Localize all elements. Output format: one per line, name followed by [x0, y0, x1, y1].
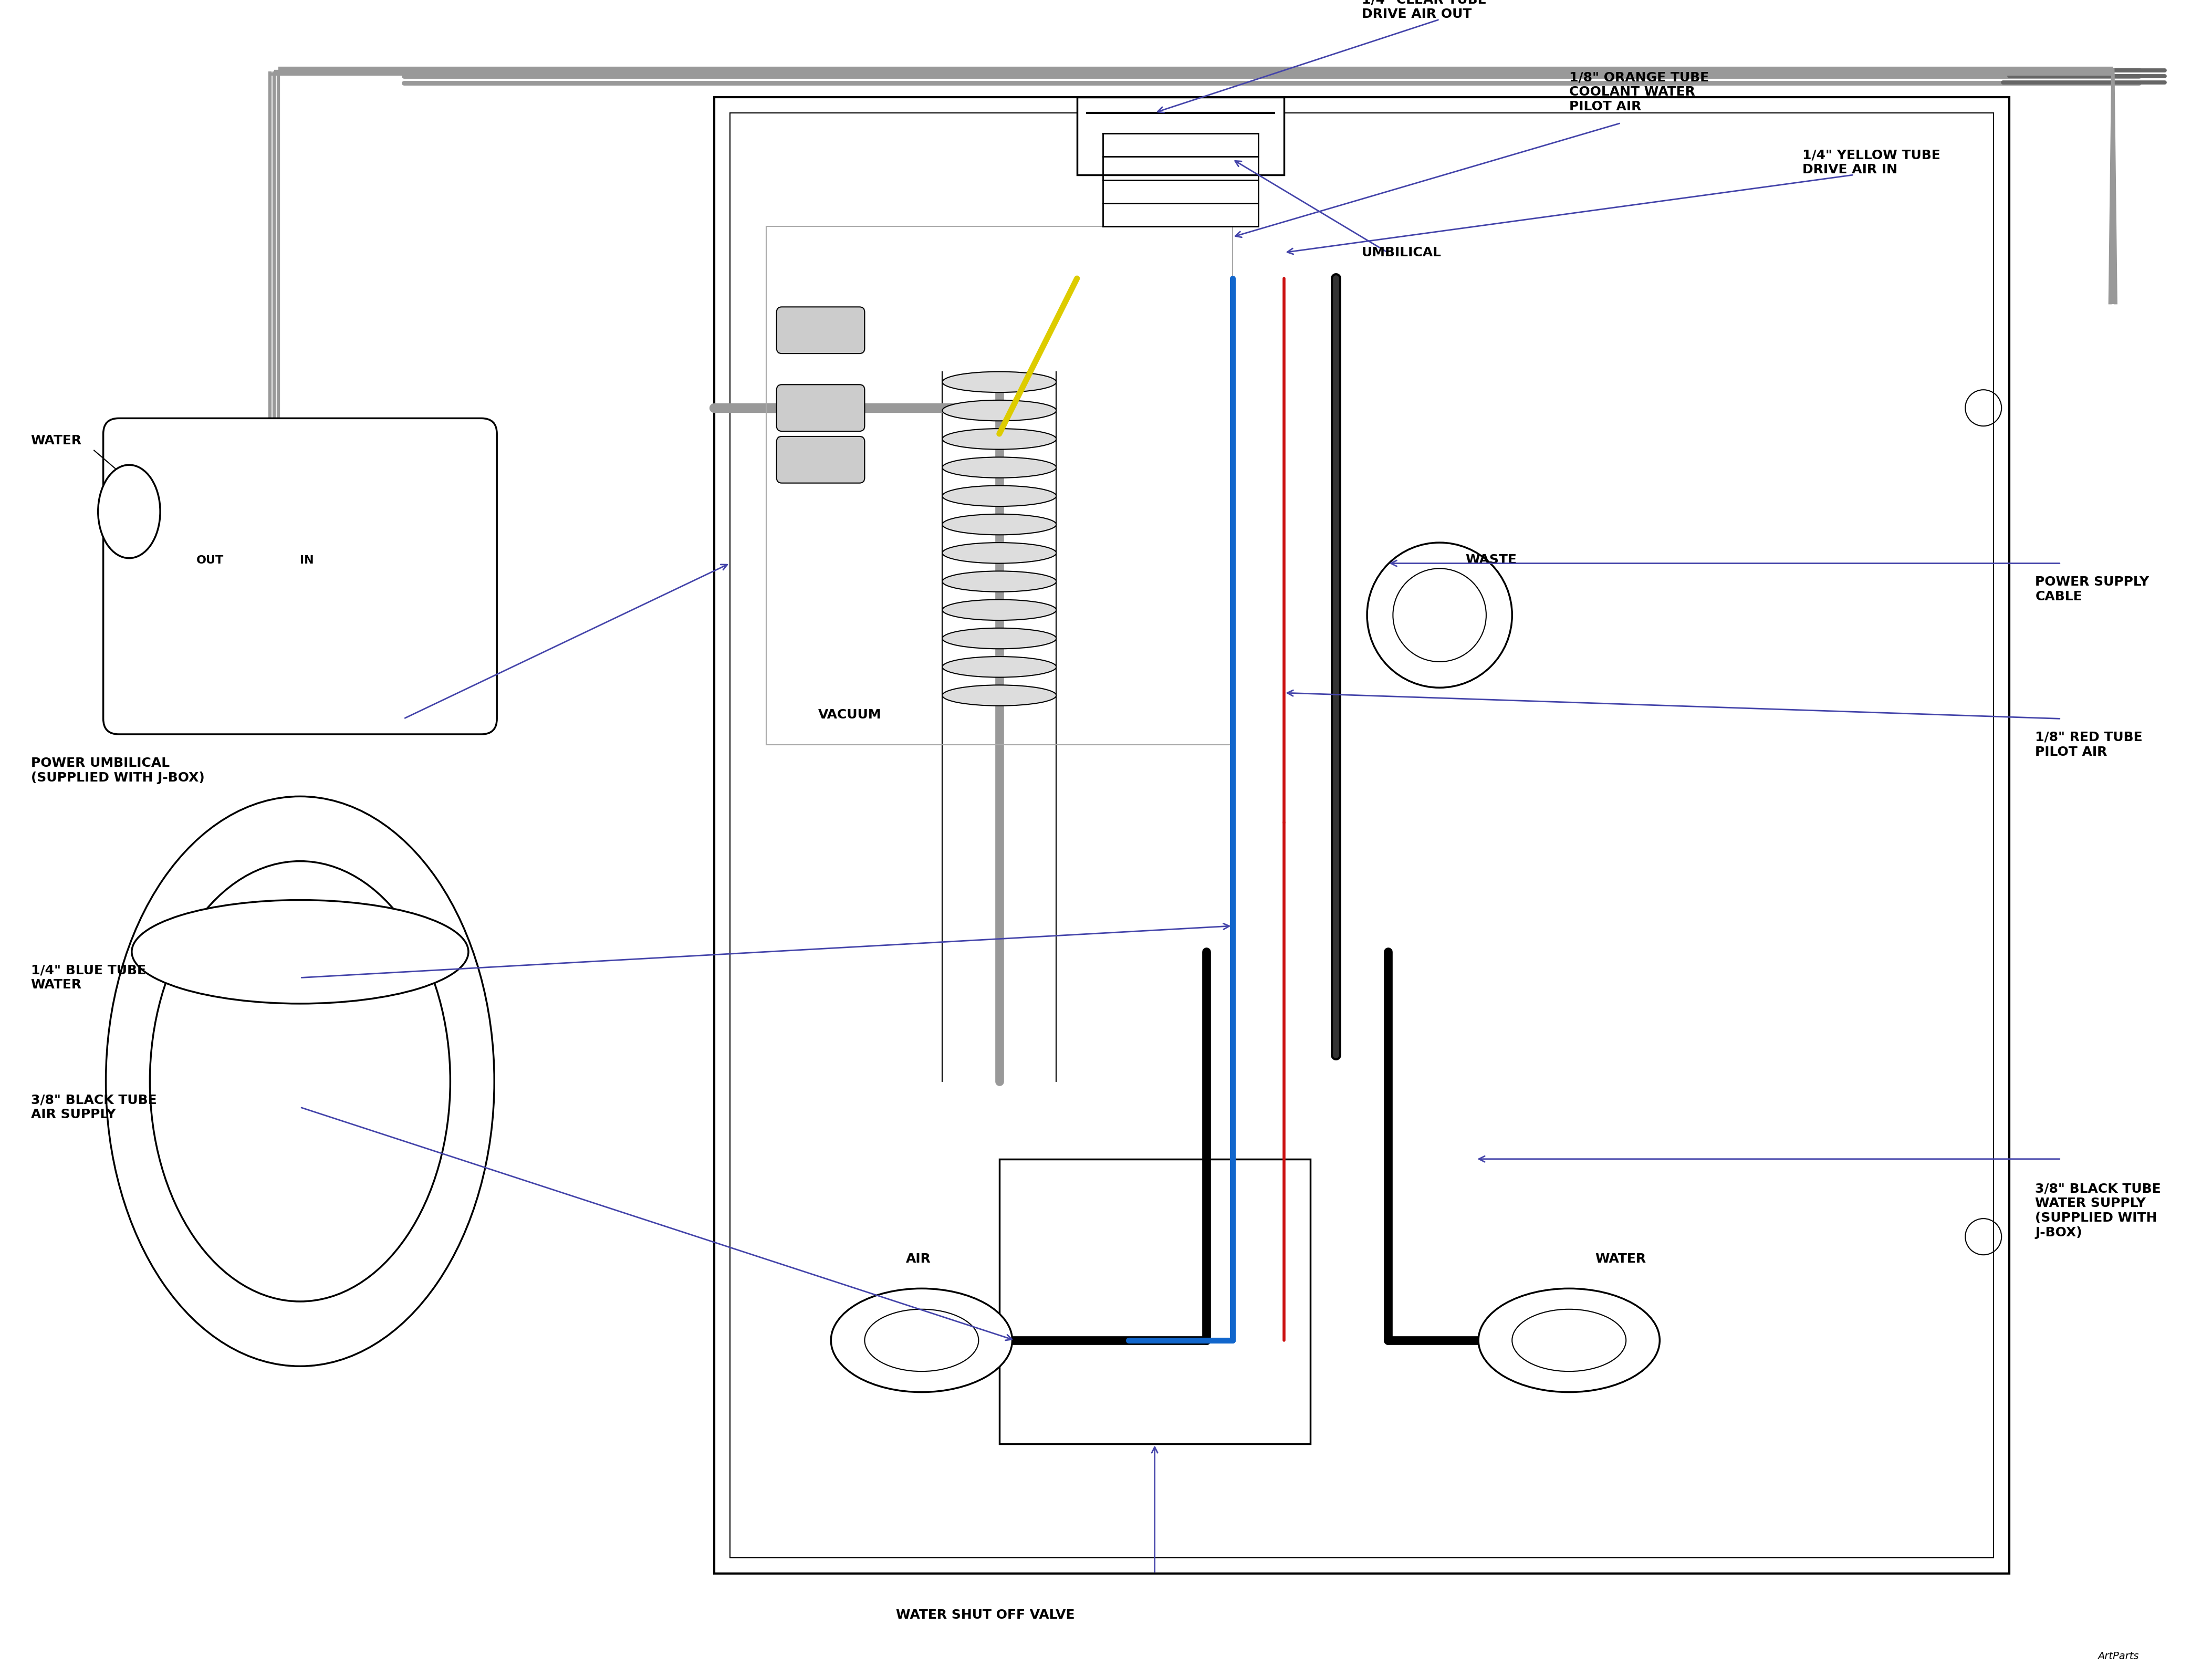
Ellipse shape	[865, 1310, 978, 1372]
FancyBboxPatch shape	[776, 436, 865, 483]
Circle shape	[1394, 569, 1486, 662]
Text: UMBILICAL: UMBILICAL	[1363, 247, 1442, 258]
Ellipse shape	[942, 458, 1057, 478]
Ellipse shape	[97, 465, 159, 558]
Ellipse shape	[942, 657, 1057, 678]
FancyBboxPatch shape	[1000, 1159, 1310, 1444]
Text: 1/4" BLUE TUBE
WATER: 1/4" BLUE TUBE WATER	[31, 964, 146, 991]
Ellipse shape	[150, 862, 451, 1301]
Circle shape	[1367, 543, 1513, 688]
Text: WATER SHUT OFF VALVE: WATER SHUT OFF VALVE	[896, 1608, 1075, 1622]
Text: OUT: OUT	[197, 555, 223, 565]
Text: WATER: WATER	[1595, 1253, 1646, 1264]
Ellipse shape	[942, 401, 1057, 421]
Ellipse shape	[106, 797, 493, 1367]
FancyBboxPatch shape	[776, 307, 865, 354]
Ellipse shape	[133, 901, 469, 1003]
Ellipse shape	[942, 600, 1057, 620]
Ellipse shape	[942, 515, 1057, 535]
Ellipse shape	[942, 572, 1057, 592]
Text: 1/8" RED TUBE
PILOT AIR: 1/8" RED TUBE PILOT AIR	[2035, 731, 2143, 758]
Ellipse shape	[942, 486, 1057, 506]
Text: 3/8" BLACK TUBE
AIR SUPPLY: 3/8" BLACK TUBE AIR SUPPLY	[31, 1093, 157, 1120]
Text: VACUUM: VACUUM	[818, 709, 880, 721]
Text: 3/8" BLACK TUBE
WATER SUPPLY
(SUPPLIED WITH
J-BOX): 3/8" BLACK TUBE WATER SUPPLY (SUPPLIED W…	[2035, 1182, 2161, 1239]
Ellipse shape	[942, 543, 1057, 563]
Ellipse shape	[1513, 1310, 1626, 1372]
Ellipse shape	[942, 684, 1057, 706]
Text: 1/4" YELLOW TUBE
DRIVE AIR IN: 1/4" YELLOW TUBE DRIVE AIR IN	[1803, 149, 1940, 176]
Ellipse shape	[832, 1288, 1013, 1392]
Text: 1/4" CLEAR TUBE
DRIVE AIR OUT: 1/4" CLEAR TUBE DRIVE AIR OUT	[1363, 0, 1486, 20]
Text: AIR: AIR	[907, 1253, 931, 1264]
Text: WATER: WATER	[31, 434, 82, 446]
Text: POWER SUPPLY
CABLE: POWER SUPPLY CABLE	[2035, 575, 2150, 602]
FancyBboxPatch shape	[714, 97, 2008, 1573]
Ellipse shape	[942, 629, 1057, 649]
FancyBboxPatch shape	[776, 384, 865, 431]
Ellipse shape	[1478, 1288, 1659, 1392]
Ellipse shape	[942, 372, 1057, 392]
Text: IN: IN	[301, 555, 314, 565]
Text: ArtParts: ArtParts	[2097, 1652, 2139, 1662]
Text: WASTE: WASTE	[1467, 553, 1517, 565]
FancyBboxPatch shape	[104, 418, 498, 735]
Text: 1/8" ORANGE TUBE
COOLANT WATER
PILOT AIR: 1/8" ORANGE TUBE COOLANT WATER PILOT AIR	[1568, 70, 1710, 112]
Text: POWER UMBILICAL
(SUPPLIED WITH J-BOX): POWER UMBILICAL (SUPPLIED WITH J-BOX)	[31, 756, 204, 785]
FancyBboxPatch shape	[1077, 97, 1285, 174]
Ellipse shape	[942, 429, 1057, 449]
